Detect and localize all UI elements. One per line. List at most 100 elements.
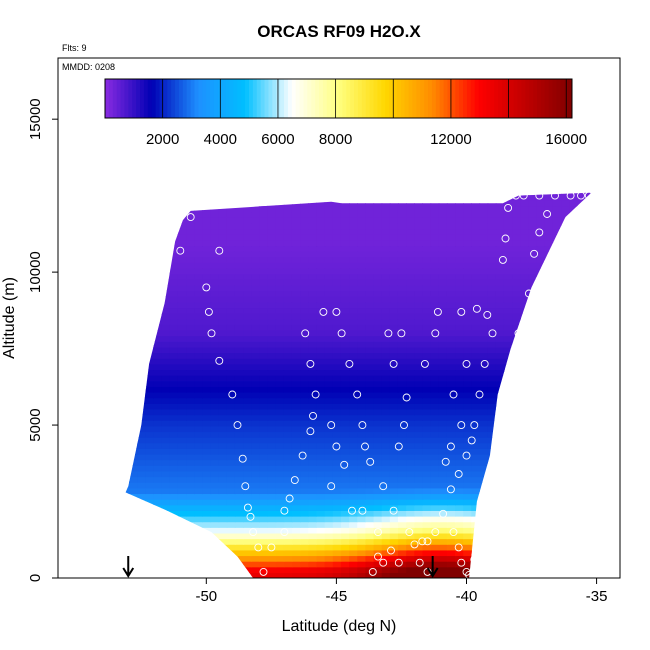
heatmap-cell [218,352,228,359]
heatmap-cell [455,267,464,275]
sample-point [246,512,255,521]
heatmap-cell [332,453,342,461]
heatmap-cell [145,476,154,483]
colorbar-cell [287,79,293,118]
heatmap-cell [381,273,391,280]
heatmap-cell [283,510,293,517]
sample-point [535,228,544,237]
heatmap-cell [267,538,277,545]
heatmap-cell [291,290,301,297]
heatmap-cell [194,284,203,292]
heatmap-cell [291,380,301,387]
heatmap-cell [414,335,424,342]
heatmap-cell [397,538,407,545]
heatmap-cell [283,448,293,455]
heatmap-cell [169,301,179,309]
heatmap-cell [226,324,236,331]
heatmap-cell [397,465,407,472]
heatmap-cell [365,239,375,247]
heatmap-cell [463,397,472,404]
heatmap-cell [251,403,260,410]
heatmap-cell [234,448,244,455]
heatmap-cell [365,375,375,382]
heatmap-cell [463,414,472,421]
heatmap-cell [340,346,350,354]
heatmap-cell [332,493,342,500]
heatmap-cell [300,521,309,528]
heatmap-cell [259,420,269,427]
heatmap-cell [259,555,269,562]
heatmap-cell [226,391,236,399]
heatmap-cell [455,515,464,523]
heatmap-cell [365,200,375,207]
heatmap-cell [430,256,440,263]
heatmap-cell [397,437,407,444]
heatmap-cell [218,346,228,354]
heatmap-cell [381,341,391,348]
colorbar-cell [167,79,172,118]
heatmap-cell [406,335,415,342]
heatmap-cell [324,307,334,314]
heatmap-cell [365,279,375,286]
heatmap-cell [300,403,309,410]
heatmap-cell [194,521,203,528]
heatmap-cell [463,493,472,500]
heatmap-cell [300,448,309,455]
heatmap-cell [455,459,464,466]
sample-point [389,359,398,368]
colorbar-tick-label: 2000 [146,131,179,148]
heatmap-cell [463,256,472,263]
heatmap-cell [259,267,269,275]
heatmap-cell [186,437,195,444]
heatmap-cell [308,487,318,495]
heatmap-cell [503,200,513,207]
heatmap-cell [300,544,309,551]
heatmap-cell [291,414,301,421]
heatmap-cell [373,566,383,573]
heatmap-cell [194,279,203,286]
sample-point [519,191,528,200]
heatmap-cell [283,493,293,500]
heatmap-cell [308,555,318,562]
heatmap-cell [430,341,440,348]
heatmap-cell [169,499,179,506]
heatmap-cell [202,217,212,224]
heatmap-cell [340,527,350,534]
colorbar-cell [494,79,499,118]
heatmap-cell [316,313,326,320]
heatmap-cell [316,442,326,449]
heatmap-cell [446,549,456,557]
heatmap-cell [275,228,285,235]
heatmap-cell [202,352,212,359]
heatmap-cell [316,532,326,540]
heatmap-cell [316,499,326,506]
heatmap-cell [406,538,415,545]
heatmap-cell [234,431,244,438]
heatmap-cell [234,290,244,297]
heatmap-cell [259,335,269,342]
heatmap-cell [161,476,171,483]
heatmap-cell [324,566,334,573]
heatmap-cell [406,566,415,573]
heatmap-cell [300,386,309,393]
heatmap-cell [365,561,375,568]
heatmap-cell [536,211,546,218]
heatmap-cell [479,318,489,325]
heatmap-cell [153,487,163,495]
heatmap-cell [186,329,195,337]
heatmap-cell [210,510,220,517]
heatmap-cell [267,375,277,382]
heatmap-cell [316,437,326,444]
heatmap-cell [210,499,220,506]
heatmap-cell [365,211,375,218]
sample-point [202,283,211,292]
heatmap-cell [308,239,318,247]
heatmap-cell [357,296,366,303]
heatmap-cell [186,515,195,523]
colorbar-cell [568,79,573,118]
heatmap-cell [455,256,464,263]
heatmap-cell [479,442,489,449]
heatmap-cell [226,296,236,303]
heatmap-cell [455,403,464,410]
heatmap-cell [300,572,309,578]
